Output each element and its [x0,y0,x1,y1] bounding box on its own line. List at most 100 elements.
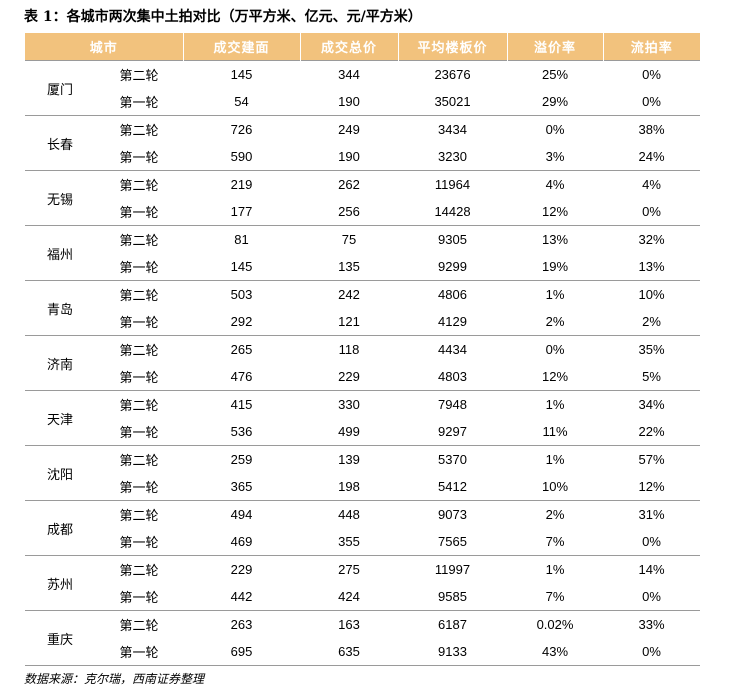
total-cell: 448 [300,500,399,528]
total-cell: 75 [300,225,399,253]
city-cell: 福州 [25,225,95,281]
table-row: 青岛 第二轮 503 242 4806 1% 10% [25,280,701,336]
city-cell: 厦门 [25,60,95,116]
avg-price-cell: 9299 [398,253,508,281]
area-cell: 177 [183,198,301,226]
unsold-cell: 31% [603,500,701,528]
unsold-cell: 0% [603,583,701,611]
unsold-cell: 57% [603,445,701,473]
avg-price-cell: 5370 [398,445,508,473]
total-cell: 118 [300,335,399,363]
area-cell: 503 [183,280,301,308]
table-row: 第一轮 54 190 35021 29% 0% [25,88,701,116]
premium-cell: 29% [507,88,604,116]
premium-cell: 1% [507,390,604,418]
round-cell: 第二轮 [95,280,184,308]
round-cell: 第二轮 [95,225,184,253]
total-cell: 163 [300,610,399,638]
area-cell: 442 [183,583,301,611]
unsold-cell: 0% [603,198,701,226]
total-cell: 229 [300,363,399,391]
table-row: 福州 第二轮 81 75 9305 13% 32% [25,225,701,281]
round-cell: 第一轮 [95,473,184,501]
round-cell: 第一轮 [95,418,184,446]
area-cell: 476 [183,363,301,391]
total-cell: 190 [300,143,399,171]
total-cell: 355 [300,528,399,556]
unsold-cell: 0% [603,528,701,556]
avg-price-cell: 3230 [398,143,508,171]
total-cell: 121 [300,308,399,336]
premium-cell: 25% [507,60,604,88]
table-row: 第一轮 292 121 4129 2% 2% [25,308,701,336]
table-row: 重庆 第二轮 263 163 6187 0.02% 33% [25,610,701,666]
header-premium: 溢价率 [506,33,604,61]
area-cell: 536 [183,418,301,446]
avg-price-cell: 4434 [398,335,508,363]
premium-cell: 7% [507,583,604,611]
avg-price-cell: 35021 [398,88,508,116]
premium-cell: 3% [507,143,604,171]
table-caption: 表 1：各城市两次集中土拍对比（万平方米、亿元、元/平方米） [24,9,422,25]
round-cell: 第二轮 [95,60,184,88]
unsold-cell: 34% [603,390,701,418]
city-cell: 苏州 [25,555,95,611]
premium-cell: 2% [507,500,604,528]
round-cell: 第一轮 [95,638,184,666]
avg-price-cell: 7948 [398,390,508,418]
area-cell: 81 [183,225,301,253]
unsold-cell: 0% [603,88,701,116]
area-cell: 229 [183,555,301,583]
unsold-cell: 22% [603,418,701,446]
premium-cell: 7% [507,528,604,556]
table-row: 第一轮 476 229 4803 12% 5% [25,363,701,391]
round-cell: 第一轮 [95,253,184,281]
area-cell: 590 [183,143,301,171]
round-cell: 第二轮 [95,500,184,528]
avg-price-cell: 9133 [398,638,508,666]
avg-price-cell: 9305 [398,225,508,253]
header-area: 成交建面 [182,33,301,61]
table-row: 天津 第二轮 415 330 7948 1% 34% [25,390,701,446]
avg-price-cell: 11964 [398,170,508,198]
city-cell: 无锡 [25,170,95,226]
avg-price-cell: 9585 [398,583,508,611]
city-cell: 长春 [25,115,95,171]
round-cell: 第一轮 [95,583,184,611]
avg-price-cell: 7565 [398,528,508,556]
avg-price-cell: 14428 [398,198,508,226]
round-cell: 第一轮 [95,308,184,336]
table-row: 济南 第二轮 265 118 4434 0% 35% [25,335,701,391]
city-cell: 天津 [25,390,95,446]
city-cell: 青岛 [25,280,95,336]
unsold-cell: 10% [603,280,701,308]
total-cell: 190 [300,88,399,116]
unsold-cell: 13% [603,253,701,281]
area-cell: 265 [183,335,301,363]
header-total: 成交总价 [299,33,399,61]
area-cell: 292 [183,308,301,336]
total-cell: 344 [300,60,399,88]
total-cell: 135 [300,253,399,281]
area-cell: 259 [183,445,301,473]
source-note: 数据来源：克尔瑞，西南证券整理 [24,672,205,686]
avg-price-cell: 6187 [398,610,508,638]
premium-cell: 43% [507,638,604,666]
round-cell: 第二轮 [95,115,184,143]
table-row: 第一轮 590 190 3230 3% 24% [25,143,701,171]
round-cell: 第一轮 [95,198,184,226]
round-cell: 第二轮 [95,390,184,418]
total-cell: 635 [300,638,399,666]
unsold-cell: 5% [603,363,701,391]
round-cell: 第二轮 [95,445,184,473]
avg-price-cell: 11997 [398,555,508,583]
table-row: 第一轮 536 499 9297 11% 22% [25,418,701,446]
header-unsold: 流拍率 [602,33,701,61]
area-cell: 145 [183,253,301,281]
area-cell: 415 [183,390,301,418]
total-cell: 499 [300,418,399,446]
premium-cell: 10% [507,473,604,501]
avg-price-cell: 9297 [398,418,508,446]
round-cell: 第一轮 [95,143,184,171]
premium-cell: 19% [507,253,604,281]
